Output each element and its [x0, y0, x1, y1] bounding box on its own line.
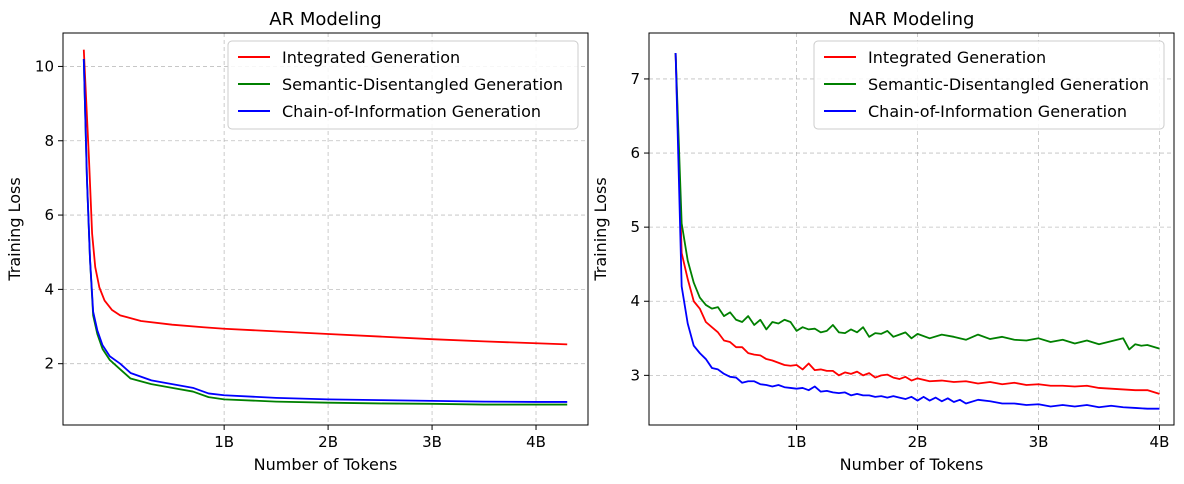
ar-x-axis-label: Number of Tokens — [254, 455, 398, 474]
nar-chart-title: NAR Modeling — [849, 9, 975, 30]
ar-legend-label-2: Semantic-Disentangled Generation — [282, 75, 563, 94]
nar-axes-frame — [648, 32, 1175, 426]
ar-xtick-label-4: 4B — [526, 433, 546, 451]
ar-axes-frame — [62, 32, 589, 426]
nar-ytick-label-4: 6 — [630, 144, 640, 162]
nar-xtick-label-3: 3B — [1029, 433, 1049, 451]
ar-xtick-label-2: 2B — [318, 433, 338, 451]
nar-legend-label-2: Semantic-Disentangled Generation — [868, 75, 1149, 94]
ar-y-axis-label: Training Loss — [5, 177, 24, 281]
ar-chart-title: AR Modeling — [269, 9, 381, 30]
ar-ytick-label-3: 6 — [44, 206, 54, 224]
ar-chart: 1B 2B 3B 4B 2 4 6 8 10 AR Modeling Number of Token… — [5, 9, 589, 474]
nar-ytick-label-5: 7 — [630, 70, 640, 88]
nar-legend-box — [813, 40, 1165, 130]
ar-xtick-label-3: 3B — [422, 433, 442, 451]
nar-xtick-label-2: 2B — [908, 433, 928, 451]
ar-series-1-line — [82, 49, 568, 346]
ar-legend-label-3: Chain-of-Information Generation — [282, 102, 541, 121]
nar-legend: Integrated Generation Semantic-Disentangl… — [813, 40, 1165, 130]
nar-ytick-label-2: 4 — [630, 292, 640, 310]
nar-series-2-line — [674, 52, 1160, 351]
ar-ytick-label-5: 10 — [35, 57, 54, 75]
ar-legend-box — [227, 40, 579, 130]
nar-legend-label-3: Chain-of-Information Generation — [868, 102, 1127, 121]
nar-xtick-label-1: 1B — [787, 433, 807, 451]
nar-legend-label-1: Integrated Generation — [868, 48, 1046, 67]
ar-legend-label-1: Integrated Generation — [282, 48, 460, 67]
nar-series-3-line — [674, 52, 1160, 410]
ar-ytick-label-2: 4 — [44, 280, 54, 298]
nar-ytick-label-1: 3 — [630, 366, 640, 384]
ar-ytick-label-4: 8 — [44, 132, 54, 150]
ar-xtick-label-1: 1B — [214, 433, 234, 451]
nar-xtick-label-4: 4B — [1150, 433, 1170, 451]
ar-series-3-line — [82, 58, 568, 403]
nar-y-axis-label: Training Loss — [591, 177, 610, 281]
nar-chart: 1B 2B 3B 4B 3 4 5 6 7 NAR Modeling Number of Token… — [591, 9, 1175, 474]
nar-x-axis-label: Number of Tokens — [840, 455, 984, 474]
nar-series-1-line — [674, 52, 1160, 395]
nar-ytick-label-3: 5 — [630, 218, 640, 236]
ar-ytick-label-1: 2 — [44, 355, 54, 373]
ar-legend: Integrated Generation Semantic-Disentangl… — [227, 40, 579, 130]
